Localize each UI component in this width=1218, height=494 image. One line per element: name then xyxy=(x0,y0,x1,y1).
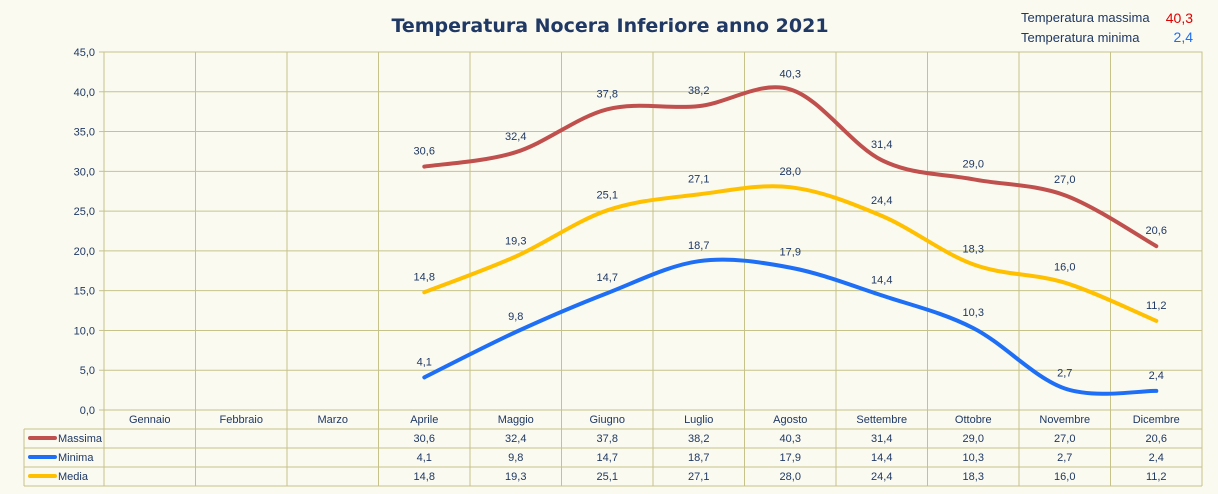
data-label: 38,2 xyxy=(688,85,709,97)
table-cell: 28,0 xyxy=(780,471,801,483)
data-label: 25,1 xyxy=(597,189,618,201)
max-temp-label: Temperatura massima xyxy=(1021,10,1150,25)
data-label: 30,6 xyxy=(414,146,435,158)
data-label: 9,8 xyxy=(508,311,523,323)
table-cell: 2,7 xyxy=(1057,452,1072,464)
data-label: 18,3 xyxy=(963,243,984,255)
data-label: 24,4 xyxy=(871,195,892,207)
legend-entry: Media xyxy=(58,471,89,483)
y-tick-label: 0,0 xyxy=(80,405,95,417)
data-label: 29,0 xyxy=(963,158,984,170)
table-cell: 4,1 xyxy=(417,452,432,464)
y-tick-label: 20,0 xyxy=(74,246,95,258)
data-label: 20,6 xyxy=(1146,225,1167,237)
table-cell: 2,4 xyxy=(1149,452,1164,464)
y-tick-label: 35,0 xyxy=(74,127,95,139)
table-cell: 38,2 xyxy=(688,433,709,445)
x-tick-label: Giugno xyxy=(590,414,625,426)
grid-layer: 0,0 5,0 10,0 15,0 20,0 25,0 30,0 35,0 40,0 45,0 xyxy=(74,47,1203,417)
x-tick-label: Ottobre xyxy=(955,414,992,426)
y-tick-label: 45,0 xyxy=(74,47,95,59)
table-cell: 18,7 xyxy=(688,452,709,464)
data-label: 19,3 xyxy=(505,235,526,247)
series-line-massima xyxy=(422,85,1159,249)
y-tick-label: 40,0 xyxy=(74,87,95,99)
table-cell: 32,4 xyxy=(505,433,526,445)
data-label: 18,7 xyxy=(688,240,709,252)
legend-entry: Minima xyxy=(58,452,94,464)
data-label: 14,8 xyxy=(414,271,435,283)
chart-title: Temperatura Nocera Inferiore anno 2021 xyxy=(391,15,828,37)
x-tick-label: Marzo xyxy=(317,414,348,426)
table-cell: 17,9 xyxy=(780,452,801,464)
data-label: 2,4 xyxy=(1149,370,1164,382)
series-layer xyxy=(422,85,1159,396)
data-label: 10,3 xyxy=(963,307,984,319)
data-label: 14,7 xyxy=(597,272,618,284)
x-tick-label: Agosto xyxy=(773,414,807,426)
table-cell: 14,8 xyxy=(414,471,435,483)
data-label: 27,1 xyxy=(688,173,709,185)
x-tick-label: Novembre xyxy=(1039,414,1090,426)
x-tick-label: Gennaio xyxy=(129,414,171,426)
y-tick-label: 15,0 xyxy=(74,286,95,298)
legend-entry: Massima xyxy=(58,433,103,445)
table-cell: 18,3 xyxy=(963,471,984,483)
data-labels: 30,6 32,4 37,8 38,2 40,3 31,4 29,0 27,0 20,6 4,1 9… xyxy=(414,68,1167,382)
data-label: 16,0 xyxy=(1054,262,1075,274)
x-tick-label: Aprile xyxy=(410,414,438,426)
table-cell: 31,4 xyxy=(871,433,892,445)
data-label: 14,4 xyxy=(871,274,892,286)
x-tick-label: Maggio xyxy=(498,414,534,426)
y-tick-label: 25,0 xyxy=(74,206,95,218)
table-cell: 14,7 xyxy=(597,452,618,464)
x-tick-label: Luglio xyxy=(684,414,713,426)
table-cell: 19,3 xyxy=(505,471,526,483)
table-cell: 37,8 xyxy=(597,433,618,445)
series-line-media xyxy=(422,184,1159,323)
table-cell: 20,6 xyxy=(1146,433,1167,445)
y-tick-label: 10,0 xyxy=(74,325,95,337)
table-cell: 30,6 xyxy=(414,433,435,445)
x-tick-label: Dicembre xyxy=(1133,414,1180,426)
x-tick-label: Febbraio xyxy=(220,414,263,426)
data-label: 17,9 xyxy=(780,247,801,259)
data-label: 40,3 xyxy=(780,68,801,80)
data-label: 32,4 xyxy=(505,131,526,143)
table-cell: 27,1 xyxy=(688,471,709,483)
table-cell: 27,0 xyxy=(1054,433,1075,445)
table-cell: 9,8 xyxy=(508,452,523,464)
series-line-minima xyxy=(422,257,1159,396)
y-tick-label: 30,0 xyxy=(74,166,95,178)
data-label: 2,7 xyxy=(1057,368,1072,380)
y-tick-label: 5,0 xyxy=(80,365,95,377)
data-label: 37,8 xyxy=(597,88,618,100)
data-label: 4,1 xyxy=(417,356,432,368)
table-cell: 29,0 xyxy=(963,433,984,445)
table-cell: 40,3 xyxy=(780,433,801,445)
x-tick-label: Settembre xyxy=(856,414,907,426)
max-temp-value: 40,3 xyxy=(1166,10,1193,26)
data-label: 27,0 xyxy=(1054,174,1075,186)
table-cell: 11,2 xyxy=(1146,471,1167,483)
table-cell: 24,4 xyxy=(871,471,892,483)
table-cell: 10,3 xyxy=(963,452,984,464)
min-temp-value: 2,4 xyxy=(1174,29,1194,45)
table-cell: 25,1 xyxy=(597,471,618,483)
data-table: Gennaio Febbraio Marzo Aprile Maggio Giugno Lu… xyxy=(23,409,1203,487)
table-cell: 16,0 xyxy=(1054,471,1075,483)
data-label: 11,2 xyxy=(1146,300,1167,312)
table-cell: 14,4 xyxy=(871,452,892,464)
min-temp-label: Temperatura minima xyxy=(1021,30,1140,45)
data-label: 28,0 xyxy=(780,166,801,178)
data-label: 31,4 xyxy=(871,139,892,151)
